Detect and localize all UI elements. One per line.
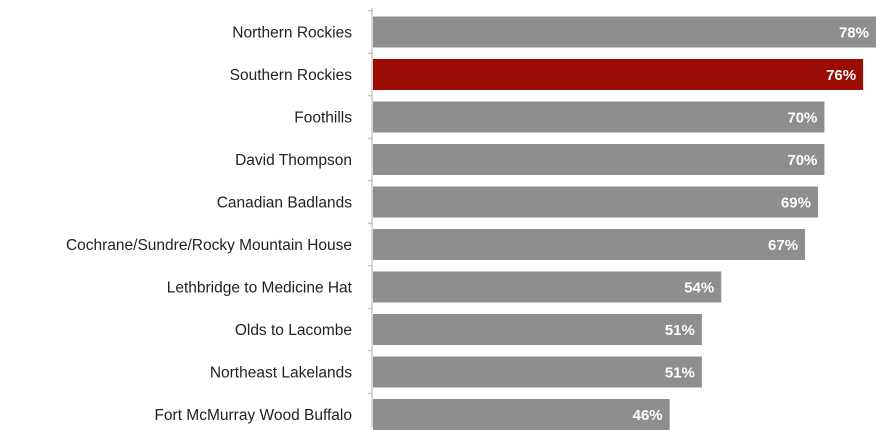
data-label: 54%	[684, 280, 714, 297]
category-label: Cochrane/Sundre/Rocky Mountain House	[66, 237, 352, 254]
data-label: 67%	[768, 237, 798, 254]
bar-northern-rockies	[373, 16, 876, 48]
bar-foothills	[373, 101, 825, 133]
bar-cochrane-sundre-rocky-mountain-house	[373, 229, 806, 260]
data-label: 70%	[787, 152, 817, 169]
bar-lethbridge-to-medicine-hat	[373, 271, 722, 303]
bar-olds-to-lacombe	[373, 314, 702, 345]
bar-fort-mcmurray-wood-buffalo	[373, 399, 670, 430]
data-label: 78%	[839, 25, 869, 42]
data-label: 51%	[665, 322, 695, 339]
category-label: Canadian Badlands	[217, 195, 353, 212]
data-label: 69%	[781, 195, 811, 212]
bar-canadian-badlands	[373, 186, 818, 218]
category-label: Fort McMurray Wood Buffalo	[154, 407, 352, 424]
bar-northeast-lakelands	[373, 356, 702, 388]
category-label: Southern Rockies	[230, 67, 353, 84]
category-label: David Thompson	[235, 152, 352, 169]
category-label: Lethbridge to Medicine Hat	[167, 280, 353, 297]
data-label: 76%	[826, 67, 856, 84]
category-label: Olds to Lacombe	[235, 322, 352, 339]
category-label: Foothills	[294, 110, 352, 127]
category-label: Northern Rockies	[232, 25, 352, 42]
category-label: Northeast Lakelands	[210, 365, 352, 382]
data-label: 46%	[633, 407, 663, 424]
data-label: 70%	[787, 110, 817, 127]
bar-southern-rockies	[373, 59, 864, 90]
bar-david-thompson	[373, 144, 825, 175]
data-label: 51%	[665, 365, 695, 382]
